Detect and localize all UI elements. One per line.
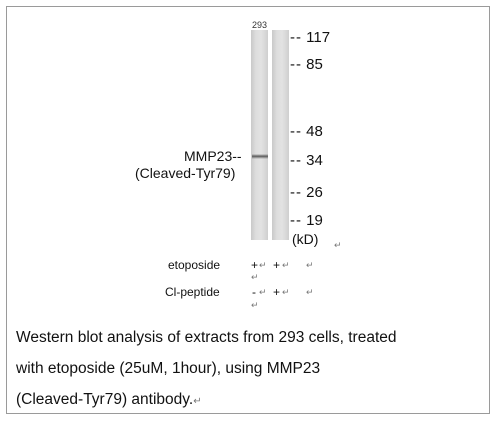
cl-peptide-lane1: - — [252, 285, 256, 299]
return-mark: ↵ — [251, 300, 259, 310]
caption-line-1: Western blot analysis of extracts from 2… — [16, 329, 397, 346]
return-mark: ↵ — [193, 396, 202, 407]
unit-label: (kD) — [292, 231, 319, 247]
marker-34: -- 34 — [290, 152, 323, 169]
lane-gap — [268, 30, 272, 240]
return-mark: ↵ — [334, 240, 342, 250]
return-mark: ↵ — [306, 260, 314, 270]
condition-etoposide-label: etoposide — [168, 258, 221, 272]
return-mark: ↵ — [306, 287, 314, 297]
condition-cl-peptide-label: Cl-peptide — [165, 285, 220, 299]
marker-26: -- 26 — [290, 184, 323, 201]
lane-label-293: 293 — [252, 20, 268, 30]
return-mark: ↵ — [251, 272, 259, 282]
marker-117: -- 117 — [290, 29, 331, 46]
etoposide-lane2: + — [273, 258, 281, 272]
blot-lane-2 — [272, 30, 289, 240]
return-mark: ↵ — [259, 260, 267, 270]
protein-label: MMP23-- — [184, 148, 242, 164]
protein-band — [252, 154, 268, 159]
caption-line-2: with etoposide (25uM, 1hour), using MMP2… — [16, 360, 321, 377]
return-mark: ↵ — [282, 287, 290, 297]
return-mark: ↵ — [282, 260, 290, 270]
etoposide-lane1: + — [251, 258, 259, 272]
figure-caption: Western blot analysis of extracts from 2… — [16, 322, 476, 417]
blot-lane-1 — [251, 30, 268, 240]
caption-line-3: (Cleaved-Tyr79) antibody.↵ — [16, 391, 202, 408]
marker-48: -- 48 — [290, 123, 323, 140]
marker-19: -- 19 — [290, 212, 323, 229]
figure-frame — [6, 6, 490, 414]
marker-85: -- 85 — [290, 56, 323, 73]
cl-peptide-lane2: + — [273, 285, 281, 299]
protein-sublabel: (Cleaved-Tyr79) — [135, 165, 236, 181]
return-mark: ↵ — [259, 287, 267, 297]
